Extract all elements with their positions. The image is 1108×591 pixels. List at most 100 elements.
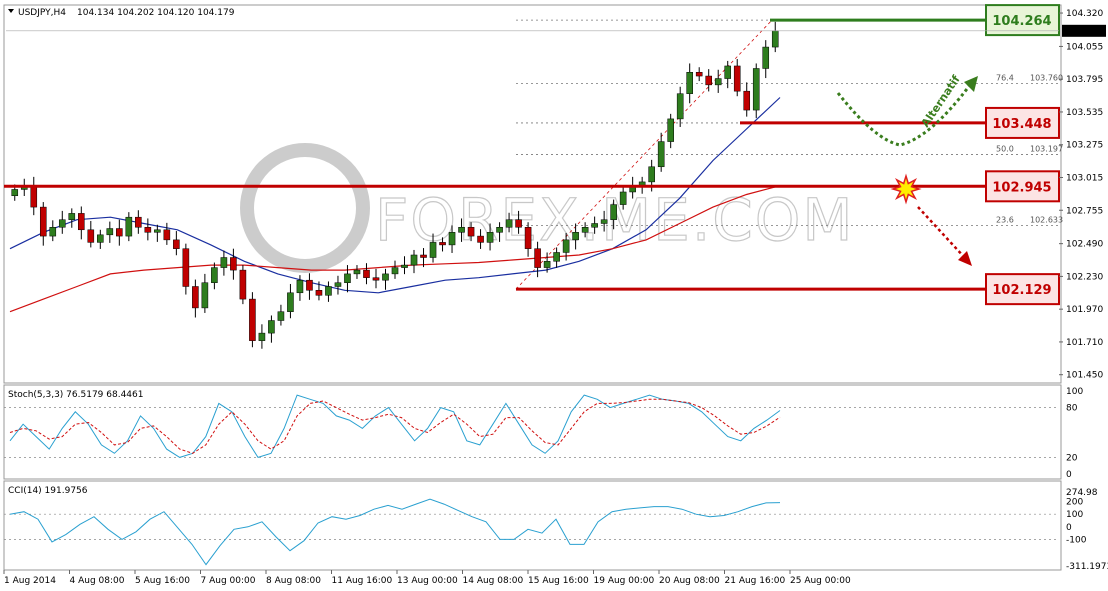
- green-arrowhead: [964, 76, 978, 92]
- bear-candle-body: [743, 90, 751, 111]
- bull-candle-body: [543, 261, 551, 268]
- bull-candle-body: [58, 219, 66, 228]
- bull-candle-body: [258, 332, 266, 341]
- bear-candle-body: [182, 248, 190, 287]
- bear-candle-body: [695, 72, 703, 77]
- stoch-tick-label: 0: [1066, 470, 1072, 480]
- candle: [173, 231, 180, 256]
- bear-candle-body: [467, 227, 475, 237]
- candle: [600, 210, 608, 232]
- candle: [619, 185, 627, 210]
- candle: [296, 275, 304, 301]
- price-tick-label: 103.015: [1066, 173, 1103, 183]
- alternative-scenario-arrow: [836, 84, 972, 147]
- current-price-tag: [1062, 24, 1106, 37]
- bull-candle-body: [11, 189, 19, 197]
- chart-header: USDJPY,H4 104.134 104.202 104.120 104.17…: [8, 8, 235, 18]
- candle: [144, 218, 152, 241]
- candle: [230, 248, 237, 280]
- bear-candle-body: [144, 227, 152, 233]
- stoch-tick-label: 100: [1066, 387, 1083, 397]
- time-tick-label: 5 Aug 16:00: [135, 576, 190, 586]
- candle: [448, 225, 456, 253]
- bear-candle-body: [163, 229, 171, 241]
- candle: [154, 224, 161, 242]
- candle: [106, 221, 114, 243]
- bull-candle-body: [724, 65, 732, 79]
- candle: [68, 208, 76, 228]
- price-tick-label: 101.970: [1066, 305, 1103, 315]
- time-tick-label: 7 Aug 00:00: [201, 576, 256, 586]
- price-tick-label: 103.275: [1066, 141, 1103, 151]
- bear-candle-body: [39, 206, 47, 237]
- candle: [486, 223, 494, 251]
- bear-candle-body: [315, 290, 323, 296]
- stoch-tick-label: 20: [1066, 453, 1078, 463]
- bull-candle-body: [496, 227, 503, 233]
- candle: [429, 233, 437, 263]
- time-tick-label: 14 Aug 08:00: [463, 576, 524, 586]
- bear-candle-body: [116, 228, 123, 237]
- bull-candle-body: [410, 254, 418, 266]
- bull-candle-body: [648, 166, 655, 183]
- price-tick-label: 102.755: [1066, 206, 1103, 216]
- red-arrowhead: [958, 251, 972, 266]
- price-tick-label: 103.535: [1066, 108, 1103, 118]
- time-tick-label: 8 Aug 08:00: [266, 576, 321, 586]
- bear-candle-body: [87, 229, 95, 243]
- candle: [325, 281, 332, 302]
- fib-ratio-label: 76.4: [996, 74, 1014, 83]
- candle: [524, 222, 532, 257]
- cci-tick-label: -311.1973: [1066, 562, 1108, 572]
- candle: [382, 268, 389, 290]
- bull-candle-body: [486, 232, 494, 243]
- bull-candle-body: [667, 118, 674, 142]
- candle: [239, 265, 247, 305]
- support-level-label: 103.448: [992, 117, 1051, 132]
- bear-candle-body: [439, 242, 446, 246]
- candle: [334, 275, 342, 295]
- bull-candle-body: [344, 273, 351, 283]
- bull-candle-body: [429, 242, 437, 258]
- resistance-level-label: 104.264: [992, 14, 1051, 29]
- bear-candle-body: [239, 269, 247, 300]
- price-tick-label: 104.320: [1066, 9, 1103, 19]
- bull-candle-body: [201, 282, 209, 309]
- candle: [315, 281, 323, 301]
- stoch-tick-label: 80: [1066, 404, 1078, 414]
- bull-candle-body: [448, 232, 456, 246]
- price-tick-label: 101.710: [1066, 338, 1103, 348]
- time-tick-label: 13 Aug 00:00: [397, 576, 458, 586]
- support-level-box: [985, 170, 1060, 203]
- candle: [496, 222, 503, 242]
- cci-line: [9, 498, 781, 566]
- time-tick-label: 4 Aug 08:00: [70, 576, 125, 586]
- candle: [572, 223, 579, 250]
- bear-candle-body: [192, 286, 199, 309]
- fib-ratio-label: 50.0: [996, 145, 1014, 154]
- candle: [610, 199, 617, 230]
- candle: [249, 292, 256, 348]
- candle: [163, 222, 171, 245]
- candle: [543, 252, 551, 273]
- stoch-d-line: [9, 398, 781, 454]
- time-tick-label: 1 Aug 2014: [4, 576, 56, 586]
- cci-tick-label: 0: [1066, 523, 1072, 533]
- candle: [201, 273, 209, 313]
- bull-candle-body: [154, 229, 161, 233]
- time-tick-label: 21 Aug 16:00: [725, 576, 786, 586]
- bull-candle-body: [68, 213, 76, 220]
- bull-candle-body: [287, 292, 294, 312]
- bear-candle-body: [524, 227, 532, 249]
- bull-candle-body: [657, 141, 665, 168]
- bear-candle-body: [420, 254, 427, 258]
- candle: [477, 229, 484, 249]
- candle: [287, 283, 294, 319]
- bear-candle-body: [78, 213, 85, 231]
- fib-ratio-label: 23.6: [996, 216, 1014, 225]
- bull-candle-body: [752, 68, 760, 111]
- bull-candle-body: [610, 204, 617, 220]
- candle: [743, 82, 751, 117]
- bull-candle-body: [325, 286, 332, 296]
